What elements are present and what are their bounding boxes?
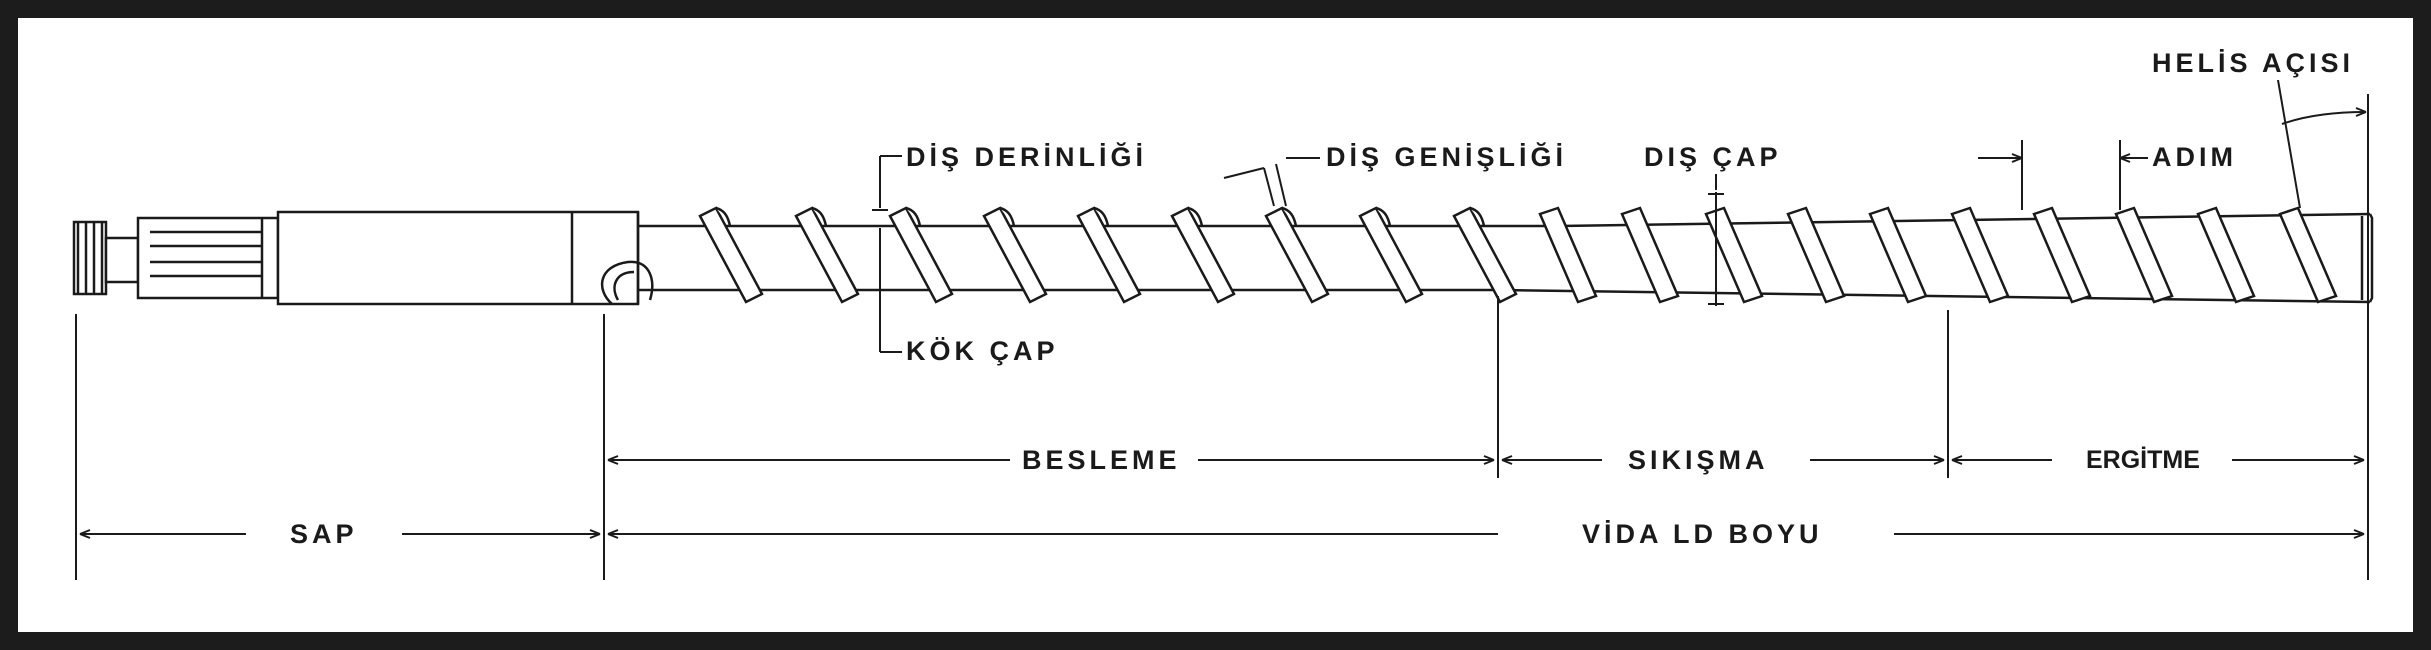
label-screw-length: VİDA LD BOYU xyxy=(1582,517,1823,551)
label-root-diameter: KÖK ÇAP xyxy=(906,334,1059,368)
label-feed-zone: BESLEME xyxy=(1022,443,1181,477)
label-helix-angle: HELİS AÇISI xyxy=(2152,46,2355,80)
label-outer-diameter: DIŞ ÇAP xyxy=(1644,140,1782,174)
label-compression-zone: SIKIŞMA xyxy=(1628,443,1769,477)
flights-feed xyxy=(698,206,1518,304)
label-flight-depth: DİŞ DERİNLİĞİ xyxy=(906,140,1148,174)
label-pitch: ADIM xyxy=(2152,140,2237,174)
label-shank: SAP xyxy=(290,517,358,551)
flights-melt xyxy=(1538,206,2338,304)
label-flight-width: DİŞ GENİŞLİĞİ xyxy=(1326,140,1568,174)
shank xyxy=(276,210,640,306)
screw-drawing xyxy=(72,210,2374,306)
screw-tip xyxy=(2368,213,2374,303)
label-melting-zone: ERGİTME xyxy=(2086,443,2200,477)
spline-cap xyxy=(72,220,108,296)
dimension-lines xyxy=(75,79,2369,580)
spline-body xyxy=(136,216,280,300)
